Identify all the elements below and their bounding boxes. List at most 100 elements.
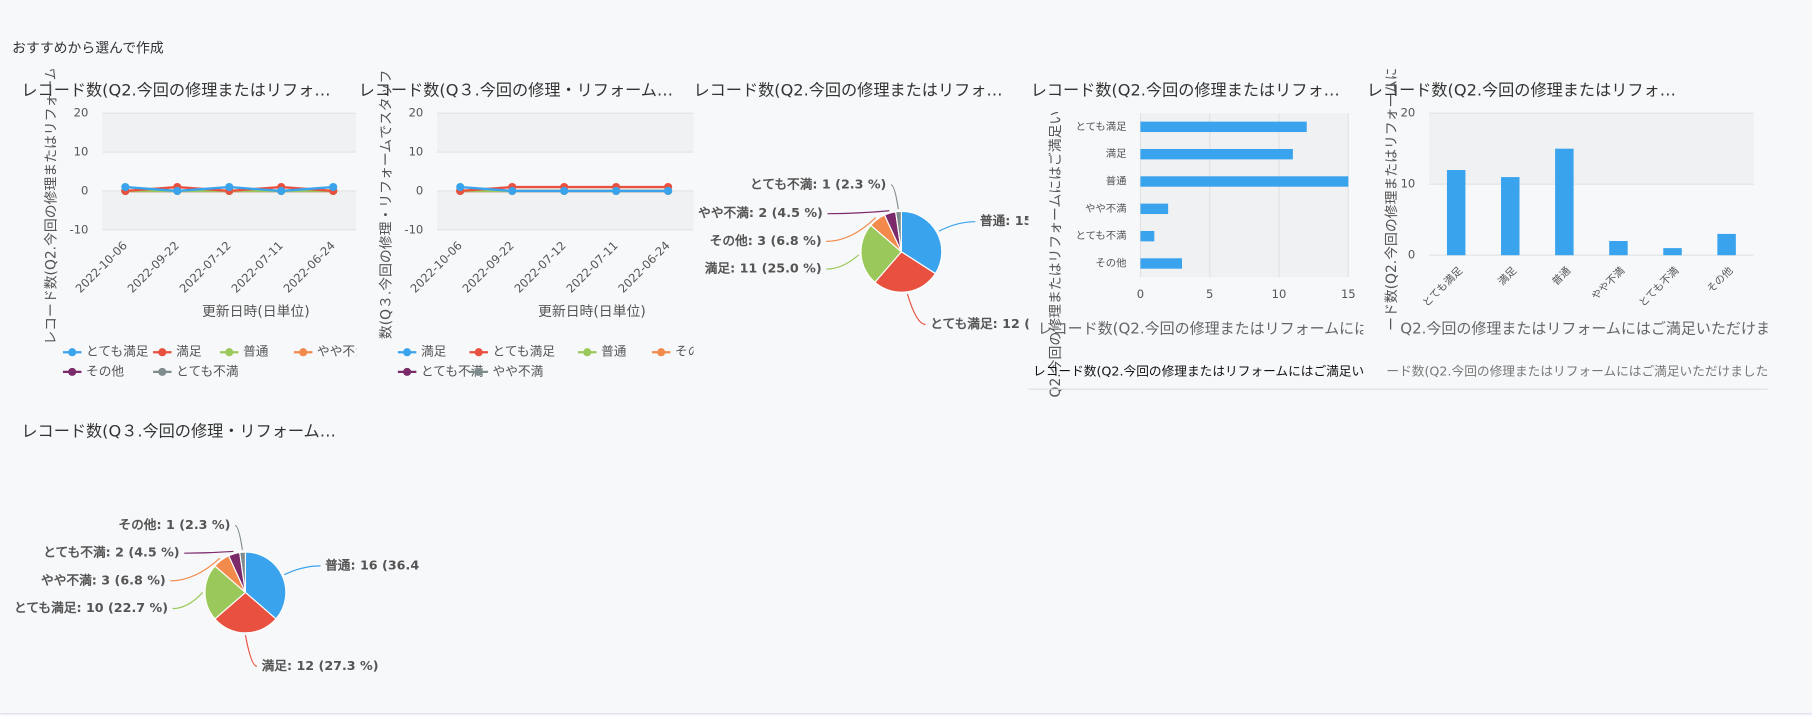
y-axis-label: Q2.今回の修理またはリフォームにはご満足い (1048, 111, 1064, 398)
card-title: レコード数(Q2.今回の修理またはリフォ… (694, 81, 1003, 100)
y-tick-label: やや不満 (1085, 203, 1127, 215)
y-tick-label: 0 (81, 183, 88, 197)
legend-marker (583, 348, 592, 357)
legend-marker (403, 348, 412, 357)
chart-card: レコード数(Q2.今回の修理またはリフォ… 0 5 10 15 Q2.今回の修理またはリフ… (1031, 81, 1356, 398)
bar (1663, 248, 1682, 256)
legend-marker (403, 367, 412, 376)
slice-label: その他: 1 (2.3 %) (118, 517, 230, 532)
leader-line (827, 210, 890, 215)
bar (1555, 148, 1574, 256)
table-widget: レコード数(Q2.今回の修理またはリフォームにはご満足いただけ (1028, 363, 1364, 390)
bar (1140, 121, 1307, 133)
point (508, 186, 517, 195)
card-title: レコード数(Q３.今回の修理・リフォーム… (21, 421, 335, 440)
bar (1609, 241, 1628, 256)
point (664, 186, 673, 195)
chart-card: レコード数(Q2.今回の修理またはリフォ… 普通: 15 (34.1 %) とても満… (694, 81, 1097, 331)
y-tick-label: その他 (1095, 256, 1126, 269)
table-header: レコード数(Q2.今回の修理またはリフォームにはご (1038, 320, 1385, 338)
card-title: レコード数(Q３.今回の修理・リフォーム… (359, 81, 673, 100)
point (456, 183, 465, 192)
x-tick-label: 5 (1206, 287, 1213, 301)
slice-label: その他: 3 (6.8 %) (710, 233, 822, 248)
slice-label: 満足: 12 (27.3 %) (262, 658, 379, 673)
legend-label: とても不満 (176, 363, 239, 378)
card-title: レコード数(Q2.今回の修理またはリフォ… (1031, 81, 1340, 100)
legend-marker (158, 348, 167, 357)
leader-line (284, 565, 321, 576)
legend-label: 満足 (176, 344, 202, 359)
leader-line (234, 524, 243, 550)
slice-label: やや不満: 2 (4.5 %) (698, 205, 823, 220)
legend-label: その他 (675, 344, 713, 359)
pie-slice (239, 551, 247, 593)
slice-label: やや不満: 3 (6.8 %) (41, 572, 166, 587)
header-title: おすすめから選んで作成 (12, 41, 164, 57)
x-axis-label: 更新日時(日単位) (538, 304, 646, 320)
leader-line (184, 550, 234, 554)
plot-band (102, 190, 357, 230)
table-header: ード数(Q2.今回の修理またはリフォームにはご満足いただけましたか (1386, 363, 1781, 378)
leader-line (938, 221, 976, 232)
point (329, 183, 338, 192)
y-axis-label: ード数(Q2.今回の修理またはリフォームにはご (1384, 39, 1400, 331)
x-tick-label: 15 (1341, 287, 1356, 301)
bar (1140, 230, 1155, 242)
bar (1446, 169, 1466, 256)
bar (1140, 176, 1349, 187)
legend-label: とても満足 (493, 344, 556, 359)
bar (1140, 203, 1169, 215)
legend-marker (657, 348, 666, 357)
legend-label: 普通 (601, 344, 627, 359)
point (173, 186, 182, 195)
plot-band (102, 113, 357, 153)
legend-marker (68, 348, 77, 357)
legend-marker (225, 348, 234, 357)
slice-label: とても不満: 2 (4.5 %) (43, 545, 179, 560)
x-axis-label: 更新日時(日単位) (202, 304, 310, 320)
point (612, 186, 621, 195)
y-tick-label: -10 (70, 222, 89, 236)
plot-band (437, 113, 694, 153)
table-widget: Q2.今回の修理またはリフォームにはご満足いただけましたか (1400, 320, 1767, 338)
y-tick-label: 10 (409, 145, 424, 159)
y-tick-label: 20 (409, 106, 424, 120)
y-tick-label: 10 (74, 145, 89, 159)
pie-slice (894, 210, 902, 252)
slice-label: とても満足: 10 (22.7 %) (14, 600, 168, 615)
bar (1140, 258, 1183, 269)
legend-marker (158, 367, 167, 376)
leader-line (170, 557, 221, 582)
leader-line (906, 293, 926, 326)
x-tick-label: 10 (1272, 287, 1287, 301)
y-axis-label: 数(Q３.今回の修理・リフォームでスタッフや職 (378, 42, 394, 339)
legend-marker (299, 348, 308, 357)
slice-label: 普通: 15 (34.1 %) (980, 213, 1097, 228)
leader-line (244, 635, 258, 667)
legend-label: その他 (86, 363, 124, 378)
table-widget: ード数(Q2.今回の修理またはリフォームにはご満足いただけましたか (1363, 363, 1781, 390)
bar (1501, 177, 1520, 256)
leader-line (826, 217, 877, 242)
slice-label: とても満足: 12 (27.3 %) (930, 316, 1084, 331)
y-tick-label: とても不満 (1076, 230, 1127, 242)
legend-marker (68, 367, 77, 376)
y-tick-label: 0 (1408, 248, 1415, 262)
slice-label: 満足: 11 (25.0 %) (705, 261, 822, 276)
pie-slice (204, 565, 247, 620)
legend-marker (474, 367, 483, 376)
legend-label: 満足 (421, 344, 447, 359)
plot-band (1429, 113, 1754, 185)
point (121, 183, 130, 192)
pie-slice (244, 551, 287, 620)
y-tick-label: とても満足 (1076, 121, 1127, 133)
slice-label: 普通: 16 (36.4 %) (325, 557, 442, 572)
y-tick-label: -10 (404, 222, 423, 236)
pie-slice (874, 250, 937, 293)
leader-line (890, 184, 899, 210)
legend-marker (474, 348, 483, 357)
plot-band (437, 190, 694, 230)
